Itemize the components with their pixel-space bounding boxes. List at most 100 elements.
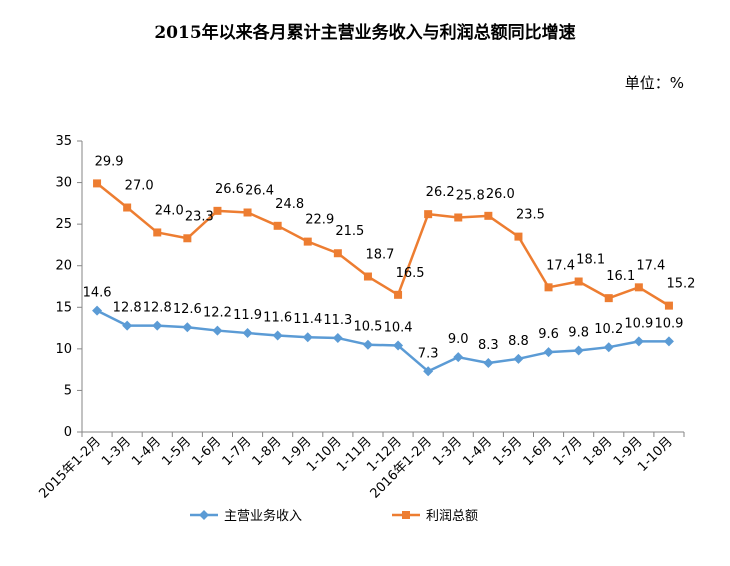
data-label: 9.8 — [568, 326, 589, 341]
series-layer — [92, 179, 674, 377]
point-diamond — [92, 305, 103, 316]
point-square — [243, 208, 252, 217]
data-label: 12.2 — [203, 306, 232, 321]
point-diamond — [423, 366, 434, 377]
point-diamond — [453, 352, 464, 363]
x-tick-label: 1-3月 — [99, 434, 134, 469]
x-tick-label: 1-4月 — [129, 434, 164, 469]
data-label: 21.5 — [335, 224, 364, 239]
data-label: 26.6 — [215, 182, 244, 197]
point-diamond — [302, 332, 313, 343]
point-diamond — [122, 320, 133, 331]
data-labels: 14.612.8 12.8 12.6 12.2 11.9 11.6 11.4 11.3 10.5… — [83, 154, 696, 361]
legend-label: 利润总额 — [426, 509, 478, 524]
point-square — [484, 211, 493, 220]
point-diamond — [513, 353, 524, 364]
chart-title: 2015年以来各月累计主营业务收入与利润总额同比增速 — [154, 23, 576, 43]
point-square — [634, 283, 643, 292]
x-tick-label: 1-6月 — [521, 434, 556, 469]
point-diamond — [603, 342, 614, 353]
data-label: 10.9 — [624, 316, 653, 331]
data-label: 17.4 — [546, 258, 575, 273]
y-tick-label: 30 — [55, 176, 72, 191]
data-label: 26.4 — [245, 184, 274, 199]
data-label: 11.4 — [293, 312, 322, 327]
x-tick-label: 1-4月 — [460, 434, 495, 469]
y-tick-label: 35 — [55, 134, 72, 149]
point-diamond — [362, 339, 373, 350]
x-tick-label: 1-7月 — [220, 434, 255, 469]
point-square — [333, 249, 342, 258]
point-diamond — [633, 336, 644, 347]
point-diamond — [483, 357, 494, 368]
data-label: 8.8 — [508, 334, 529, 349]
point-square — [153, 228, 162, 237]
data-label: 15.2 — [666, 277, 695, 292]
data-label: 10.9 — [654, 316, 683, 331]
point-square — [574, 277, 583, 286]
point-square — [183, 234, 192, 243]
point-diamond — [182, 322, 193, 333]
data-label: 14.6 — [83, 286, 112, 301]
x-tick-label: 1-6月 — [189, 434, 224, 469]
x-tick-label: 2015年1-2月 — [36, 434, 103, 501]
x-tick-label: 1-5月 — [159, 434, 194, 469]
point-square — [363, 272, 372, 281]
point-square — [213, 206, 222, 215]
data-label: 27.0 — [125, 179, 154, 194]
data-label: 26.0 — [486, 187, 515, 202]
point-diamond — [332, 333, 343, 344]
point-square — [424, 210, 433, 219]
data-label: 16.1 — [606, 269, 635, 284]
x-tick-label: 1-7月 — [551, 434, 586, 469]
y-tick-label: 0 — [64, 425, 72, 440]
point-diamond — [543, 347, 554, 358]
data-label: 11.9 — [233, 308, 262, 323]
point-square — [394, 290, 403, 299]
data-label: 16.5 — [396, 266, 425, 281]
data-label: 18.7 — [365, 248, 394, 263]
data-label: 11.6 — [263, 311, 292, 326]
point-square — [514, 232, 523, 241]
y-tick-label: 5 — [64, 383, 72, 398]
data-label: 29.9 — [95, 154, 124, 169]
point-diamond — [152, 320, 163, 331]
series-line-1 — [96, 182, 670, 307]
data-label: 10.4 — [384, 321, 413, 336]
point-square — [93, 179, 102, 188]
x-tick-label: 1-8月 — [250, 434, 285, 469]
y-tick-label: 10 — [55, 342, 72, 357]
point-diamond — [663, 336, 674, 347]
series-line-0 — [96, 309, 669, 373]
data-label: 24.0 — [155, 203, 184, 218]
point-square — [123, 203, 132, 212]
point-diamond — [212, 325, 223, 336]
x-tick-label: 1-10月 — [635, 434, 676, 475]
legend-label: 主营业务收入 — [224, 508, 302, 524]
point-square — [303, 237, 312, 246]
point-square — [604, 294, 613, 303]
data-label: 9.0 — [448, 332, 469, 347]
data-label: 12.8 — [143, 301, 172, 316]
data-label: 10.2 — [594, 322, 623, 337]
y-tick-label: 20 — [55, 259, 72, 274]
unit-label: 单位：% — [624, 74, 684, 92]
point-diamond — [242, 328, 253, 339]
data-label: 26.2 — [426, 185, 455, 200]
data-label: 12.6 — [173, 302, 202, 317]
point-diamond — [573, 345, 584, 356]
data-label: 23.3 — [185, 209, 214, 224]
data-label: 8.3 — [478, 338, 499, 353]
data-label: 12.8 — [113, 301, 142, 316]
point-diamond — [272, 330, 283, 341]
data-label: 11.3 — [323, 313, 352, 328]
x-tick-label: 1-5月 — [490, 434, 525, 469]
data-label: 23.5 — [516, 208, 545, 223]
x-tick-label: 1-8月 — [581, 434, 616, 469]
y-tick-label: 15 — [55, 300, 72, 315]
y-tick-label: 25 — [55, 217, 72, 232]
point-square — [544, 283, 553, 292]
data-label: 25.8 — [456, 188, 485, 203]
legend-marker — [199, 510, 209, 520]
